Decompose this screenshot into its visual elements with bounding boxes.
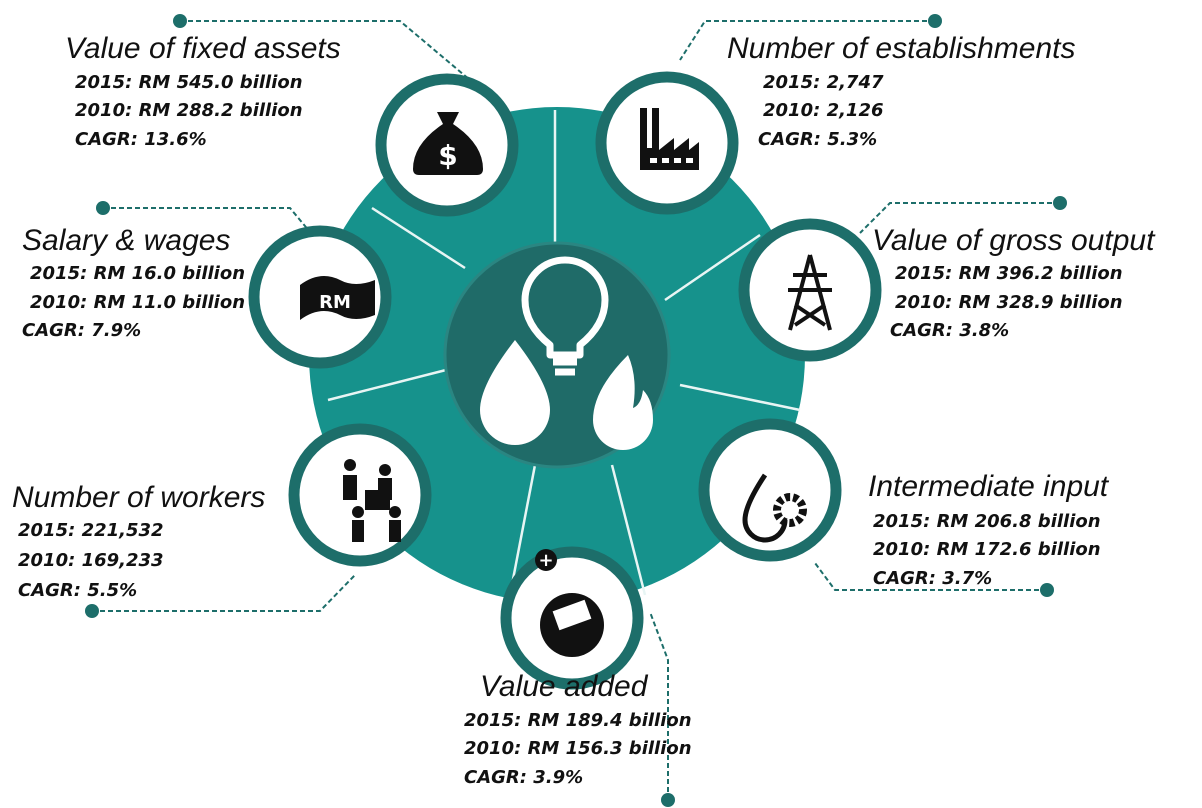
item-stat: 2010: 2,126	[763, 100, 884, 121]
icon-label: RM	[319, 292, 351, 313]
labels: Value of fixed assets 2015: RM 545.0 bill…	[12, 32, 1156, 788]
dividers	[327, 110, 801, 596]
connectors	[85, 14, 1067, 807]
item-stat: CAGR: 13.6%	[75, 129, 207, 150]
item-stat: 2015: RM 545.0 billion	[75, 72, 303, 93]
item-title: Value of fixed assets	[65, 32, 341, 65]
item-stat: 2015: 2,747	[763, 72, 884, 93]
item-stat: 2015: 221,532	[18, 520, 164, 541]
item-stat: 2015: RM 189.4 billion	[464, 710, 692, 731]
item-title: Value of gross output	[872, 224, 1156, 257]
item-stat: CAGR: 5.3%	[758, 129, 877, 150]
item-stat: 2015: RM 16.0 billion	[30, 263, 245, 284]
item-stat: 2015: RM 396.2 billion	[895, 263, 1123, 284]
item-title: Number of workers	[12, 481, 265, 514]
item-stat: CAGR: 3.9%	[464, 767, 583, 788]
svg-text:$: $	[438, 139, 457, 172]
item-stat: CAGR: 5.5%	[18, 580, 137, 601]
item-stat: 2010: RM 288.2 billion	[75, 100, 303, 121]
item-title: Salary & wages	[22, 224, 230, 257]
item-title: Intermediate input	[868, 470, 1110, 503]
item-stat: CAGR: 3.8%	[890, 320, 1009, 341]
item-stat: 2010: RM 172.6 billion	[873, 539, 1101, 560]
item-stat: CAGR: 7.9%	[22, 320, 141, 341]
item-title: Number of establishments	[727, 32, 1076, 65]
icons: $ + RM	[300, 108, 832, 657]
svg-text:+: +	[538, 550, 553, 571]
item-stat: 2015: RM 206.8 billion	[873, 511, 1101, 532]
item-stat: 2010: RM 11.0 billion	[30, 292, 245, 313]
item-stat: CAGR: 3.7%	[873, 568, 992, 589]
item-title: Value added	[480, 670, 649, 703]
center-icon	[480, 256, 653, 450]
item-stat: 2010: 169,233	[18, 550, 164, 571]
item-stat: 2010: RM 156.3 billion	[464, 738, 692, 759]
item-stat: 2010: RM 328.9 billion	[895, 292, 1123, 313]
